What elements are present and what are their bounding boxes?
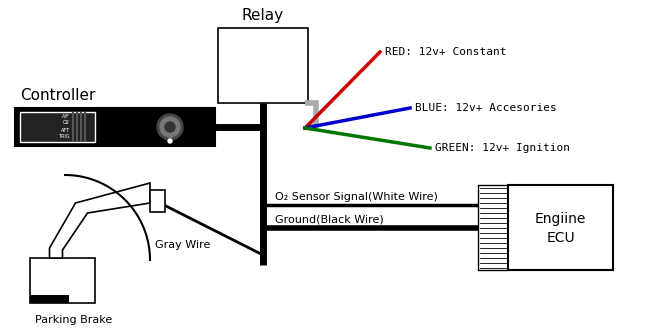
Text: O₂ Sensor Signal(White Wire): O₂ Sensor Signal(White Wire) [275,192,438,202]
Bar [20,112,95,142]
Bar [508,185,613,270]
Bar [150,190,165,212]
Polygon shape [49,183,150,258]
Text: Ground(Black Wire): Ground(Black Wire) [275,215,384,225]
Bar [478,185,508,270]
Text: Parking Brake: Parking Brake [35,315,112,325]
Text: BLUE: 12v+ Accesories: BLUE: 12v+ Accesories [415,103,557,113]
Circle shape [160,117,180,137]
Text: A/F: A/F [62,114,70,118]
Bar [15,108,215,146]
Circle shape [157,114,183,140]
Circle shape [165,122,175,132]
Text: TRIG: TRIG [58,135,70,139]
Circle shape [168,139,172,143]
Bar [30,258,95,303]
Text: RED: 12v+ Constant: RED: 12v+ Constant [385,47,506,57]
Text: Engiine: Engiine [535,213,586,226]
Bar [30,295,69,303]
Text: ECU: ECU [546,231,575,244]
Text: Controller: Controller [20,88,96,103]
Text: Relay: Relay [242,8,284,23]
Text: AFT: AFT [61,128,70,133]
Text: GREEN: 12v+ Ignition: GREEN: 12v+ Ignition [435,143,570,153]
Text: Gray Wire: Gray Wire [155,240,211,250]
Text: O2: O2 [63,120,70,125]
Bar [218,28,308,103]
